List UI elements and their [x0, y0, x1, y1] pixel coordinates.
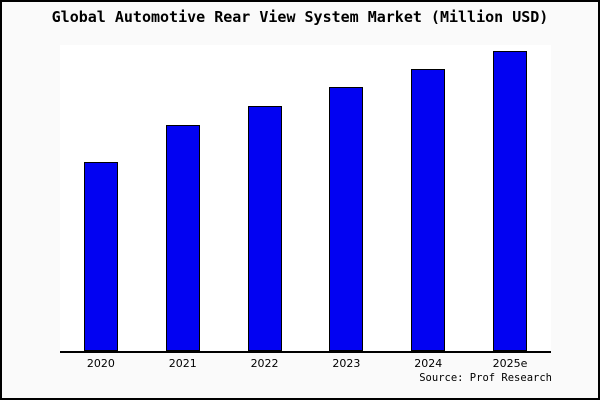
x-tick-label: 2024: [414, 357, 443, 370]
bar-2021: [165, 124, 200, 351]
x-tick-label: 2021: [168, 357, 197, 370]
x-tick-label: 2020: [86, 357, 115, 370]
chart-title: Global Automotive Rear View System Marke…: [51, 8, 549, 26]
bar-slot: [60, 45, 142, 351]
bar-slot: [387, 45, 469, 351]
bar-slot: [224, 45, 306, 351]
source-caption: Source: Prof Research: [419, 372, 552, 384]
bar-slot: [305, 45, 387, 351]
bar-slot: [469, 45, 551, 351]
x-tick-label: 2023: [332, 357, 361, 370]
x-axis-tick-labels: 2020 2021 2022 2023 2024 2025e: [60, 357, 551, 370]
bar-2025e: [493, 51, 528, 351]
x-tick-label: 2022: [250, 357, 279, 370]
plot-area: [60, 45, 551, 353]
bar-2024: [411, 68, 446, 351]
bar-slot: [142, 45, 224, 351]
x-tick-label: 2025e: [492, 357, 528, 370]
bar-2020: [83, 161, 118, 351]
bar-2022: [247, 105, 282, 351]
bar-2023: [329, 86, 364, 351]
